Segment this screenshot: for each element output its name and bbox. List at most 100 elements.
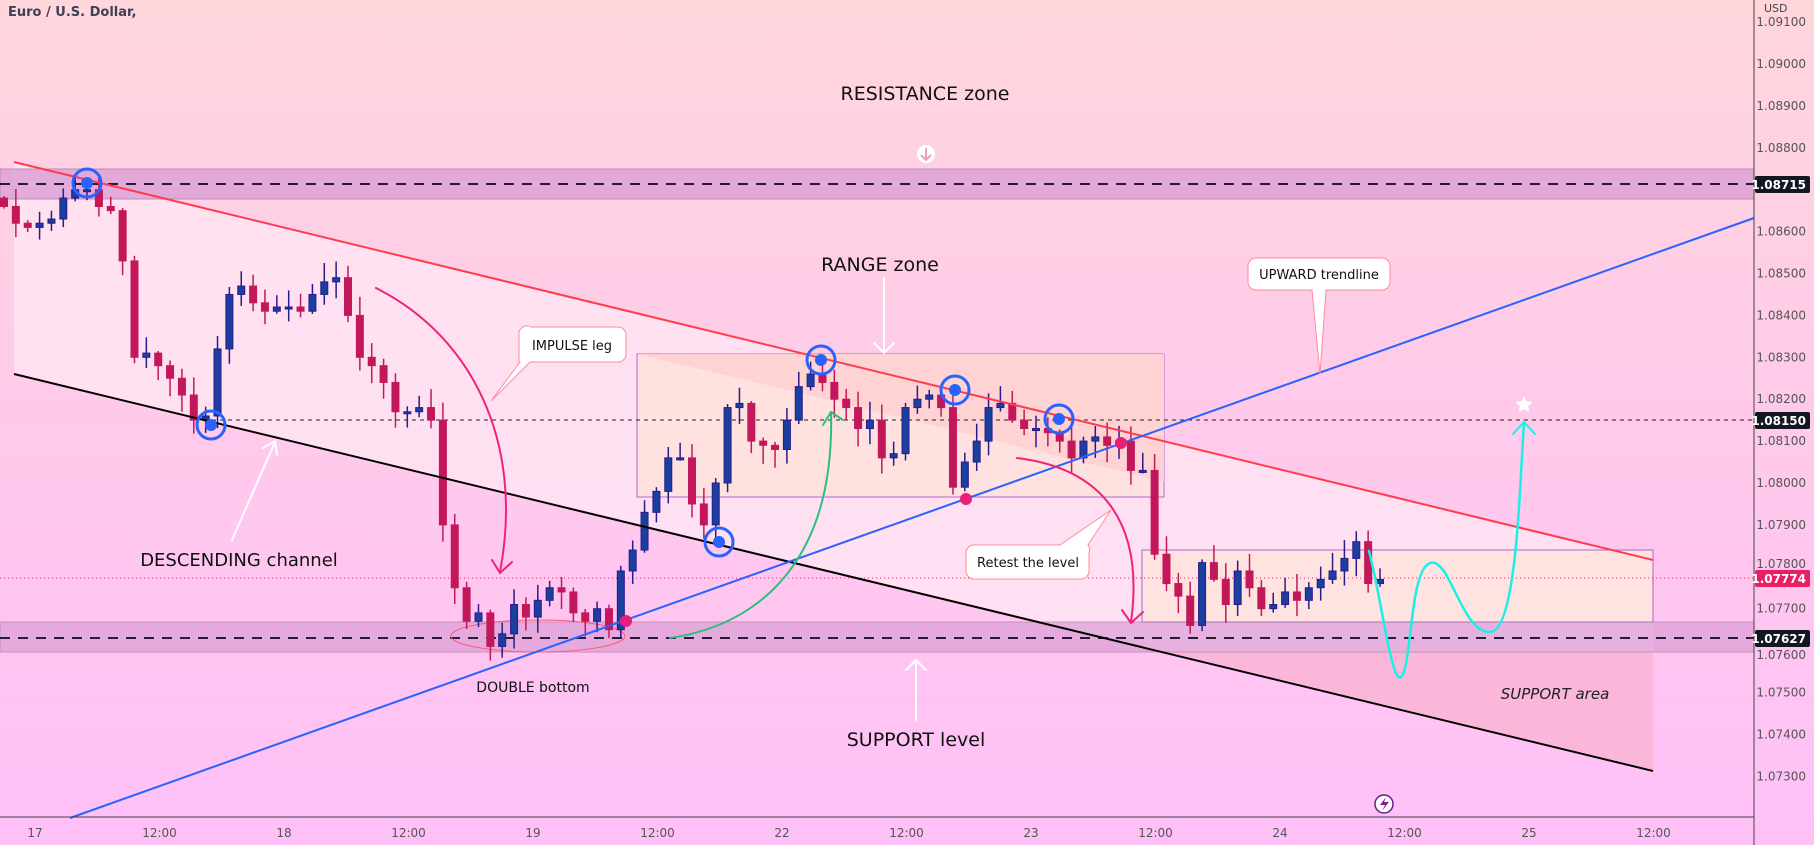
candle[interactable] <box>249 274 258 312</box>
candle[interactable] <box>616 565 625 638</box>
candle[interactable] <box>960 452 969 492</box>
candle[interactable] <box>877 404 886 474</box>
candle[interactable] <box>462 581 471 629</box>
candle[interactable] <box>0 195 8 209</box>
candle[interactable] <box>106 196 115 215</box>
alert-down-icon[interactable] <box>917 145 935 163</box>
candle[interactable] <box>344 265 352 323</box>
candle[interactable] <box>1067 425 1076 473</box>
candle[interactable] <box>11 188 20 238</box>
candle[interactable] <box>1032 415 1040 448</box>
candle[interactable] <box>830 369 839 418</box>
candle[interactable] <box>154 350 163 381</box>
candle[interactable] <box>1174 572 1183 614</box>
candle[interactable] <box>604 604 613 638</box>
candle[interactable] <box>521 597 530 631</box>
impulse-callout[interactable]: IMPULSE leg <box>490 325 627 402</box>
candle[interactable] <box>1340 540 1349 586</box>
candle[interactable] <box>581 608 590 637</box>
candle[interactable] <box>498 622 507 658</box>
candle[interactable] <box>379 358 388 399</box>
candle[interactable] <box>1020 409 1029 436</box>
candle[interactable] <box>1233 560 1242 616</box>
candle[interactable] <box>1292 574 1301 616</box>
upward-trendline-callout[interactable]: UPWARD trendline <box>1247 257 1391 375</box>
candle[interactable] <box>225 286 234 364</box>
candle[interactable] <box>510 589 519 649</box>
candle[interactable] <box>1126 426 1135 485</box>
candle[interactable] <box>1186 581 1195 634</box>
candle[interactable] <box>1221 563 1230 623</box>
candle[interactable] <box>652 487 661 523</box>
candle[interactable] <box>723 404 732 493</box>
candle[interactable] <box>1209 545 1218 582</box>
candle[interactable] <box>47 210 56 231</box>
candle[interactable] <box>260 289 269 325</box>
price-axis[interactable]: 1.09100 1.09000 1.08900 1.08800 1.08600 1.085… <box>1756 15 1806 783</box>
candle[interactable] <box>355 296 364 371</box>
candle[interactable] <box>569 587 578 622</box>
candle[interactable] <box>664 446 673 504</box>
candle[interactable] <box>972 423 981 471</box>
lightning-icon[interactable] <box>1374 794 1394 814</box>
candle[interactable] <box>1257 579 1266 616</box>
candle[interactable] <box>1198 559 1207 632</box>
candle[interactable] <box>118 208 127 276</box>
candle[interactable] <box>308 283 317 314</box>
candle[interactable] <box>415 395 424 418</box>
candle[interactable] <box>450 513 459 604</box>
candle[interactable] <box>332 261 341 299</box>
retest-arrow[interactable] <box>1016 457 1135 623</box>
candle[interactable] <box>142 337 151 368</box>
candle[interactable] <box>688 444 696 518</box>
candle[interactable] <box>865 401 874 445</box>
candle[interactable] <box>782 408 791 464</box>
candle[interactable] <box>1150 454 1159 560</box>
candle[interactable] <box>699 488 708 539</box>
candle[interactable] <box>1138 452 1147 474</box>
candle[interactable] <box>1352 531 1361 577</box>
candle[interactable] <box>925 389 934 409</box>
candle[interactable] <box>593 601 602 633</box>
candle[interactable] <box>545 580 554 607</box>
candle[interactable] <box>735 387 744 425</box>
upward-trendline[interactable] <box>69 217 1755 819</box>
candle[interactable] <box>901 402 910 461</box>
candle[interactable] <box>403 406 412 428</box>
candle[interactable] <box>130 255 139 364</box>
candle[interactable] <box>23 220 32 233</box>
candle[interactable] <box>676 442 685 461</box>
candle[interactable] <box>1281 577 1290 608</box>
candle[interactable] <box>1316 566 1325 601</box>
candle[interactable] <box>237 271 246 306</box>
candle[interactable] <box>996 386 1005 412</box>
time-axis[interactable]: 17 12:00 18 12:00 19 12:00 22 12:00 23 12:00 24 12:… <box>27 826 1670 840</box>
candle[interactable] <box>284 290 293 322</box>
candle[interactable] <box>367 343 376 384</box>
candle[interactable] <box>1269 592 1278 613</box>
candle[interactable] <box>747 401 756 454</box>
candle[interactable] <box>948 393 957 495</box>
impulse-arrow[interactable] <box>375 287 508 573</box>
candle[interactable] <box>427 389 436 429</box>
rebound-arrow[interactable] <box>669 411 833 639</box>
candle[interactable] <box>854 391 863 447</box>
candle[interactable] <box>296 293 305 318</box>
retest-callout[interactable]: Retest the level <box>965 509 1112 580</box>
candle[interactable] <box>913 385 922 414</box>
candle[interactable] <box>166 360 175 397</box>
candle[interactable] <box>842 388 851 421</box>
candle[interactable] <box>628 540 637 585</box>
candle[interactable] <box>391 373 400 428</box>
candle[interactable] <box>889 441 898 466</box>
candle[interactable] <box>984 393 993 456</box>
candle[interactable] <box>1245 553 1254 598</box>
candle[interactable] <box>474 604 483 628</box>
candle[interactable] <box>759 437 768 464</box>
candle[interactable] <box>794 371 803 425</box>
candle[interactable] <box>59 188 68 228</box>
candle[interactable] <box>320 263 329 305</box>
candle[interactable] <box>177 368 186 412</box>
candle[interactable] <box>486 609 495 661</box>
